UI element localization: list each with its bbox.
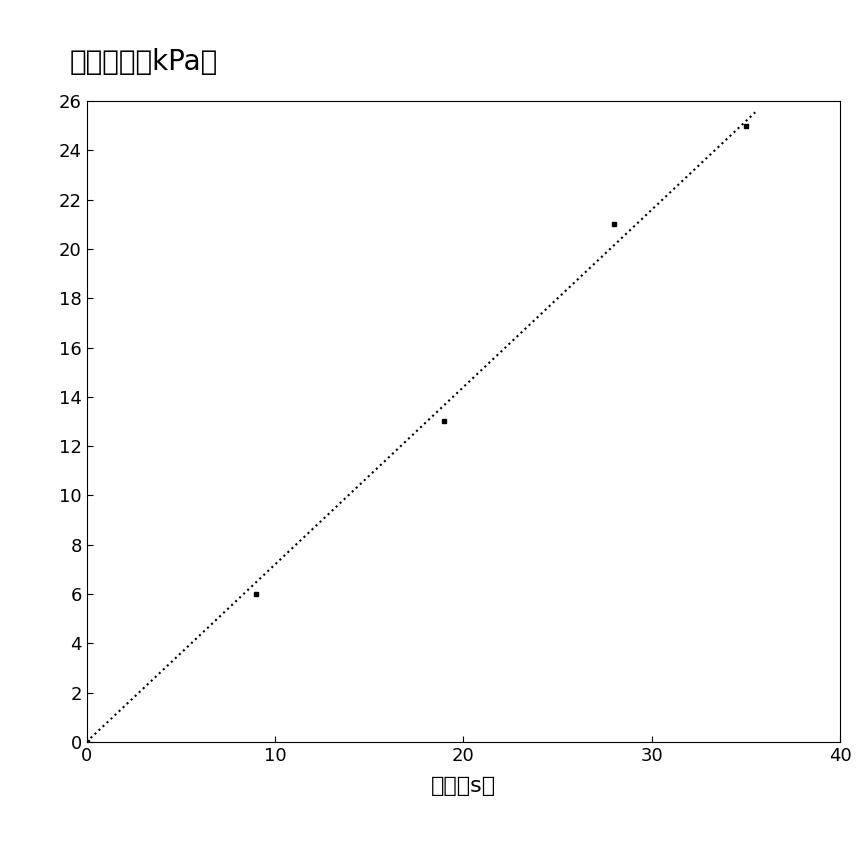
X-axis label: 时间（s）: 时间（s）: [430, 776, 496, 796]
Text: 渗透压力（kPa）: 渗透压力（kPa）: [69, 48, 217, 76]
